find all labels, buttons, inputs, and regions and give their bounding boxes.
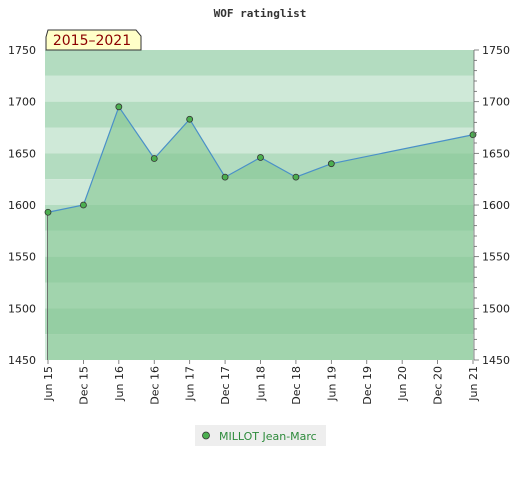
data-point [292,173,300,181]
x-tick-label: Dec 17 [219,366,232,405]
data-points-group [44,103,477,216]
data-point [44,208,52,216]
data-point [257,154,264,161]
period-badge-shape [45,29,142,51]
x-tick-label: Jun 18 [255,366,268,402]
background-band [45,101,474,128]
y-tick-label: 1700 [8,96,36,109]
y-tick-label: 1700 [482,96,510,109]
y-axis-right: 1450 1500 1550 1600 1650 1700 1750 [473,44,510,367]
y-axis-left: 1450 1500 1550 1600 1650 1700 1750 [8,44,36,367]
legend-box [195,425,326,446]
data-point [221,173,229,181]
x-tick-label: Dec 16 [148,366,161,405]
legend: MILLOT Jean-Marc [195,425,326,446]
y-tick-label: 1650 [8,147,36,160]
data-point [186,115,194,123]
period-badge-label: 2015–2021 [53,33,131,49]
x-tick-label: Dec 18 [290,366,303,405]
x-tick-label: Jun 19 [325,366,338,402]
x-tick-label: Jun 15 [42,366,55,402]
y-tick-label: 1500 [8,302,36,315]
x-tick-label: Jun 20 [396,366,409,402]
y-tick-label: 1500 [482,302,510,315]
legend-marker [202,431,210,440]
series-line [47,105,474,213]
background-band [45,75,474,102]
y-tick-label: 1750 [482,44,510,57]
y-tick-label: 1600 [8,199,36,212]
x-axis: Jun 15 Dec 15 Jun 16 Dec 16 Jun 17 Dec 17 Jun … [42,360,480,405]
y-tick-label: 1550 [482,251,510,264]
data-point [327,160,335,168]
y-tick-label: 1650 [482,147,510,160]
y-tick-label: 1600 [482,199,510,212]
x-tick-label: Dec 20 [432,366,445,405]
data-point [469,131,477,139]
area-fill-group [48,106,473,360]
period-badge: 2015–2021 [45,29,142,51]
data-point [115,103,123,111]
chart-title: WOF ratinglist [214,7,307,20]
x-tick-label: Dec 19 [361,366,374,405]
x-tick-label: Jun 17 [184,366,197,402]
y-tick-label: 1750 [8,44,36,57]
series-area [48,106,473,360]
legend-series-name: MILLOT Jean-Marc [219,430,317,443]
data-point [150,155,158,162]
x-tick-label: Dec 15 [77,366,90,405]
y-tick-label: 1450 [482,354,510,367]
data-point [80,201,87,209]
x-tick-label: Jun 21 [467,366,480,402]
y-tick-label: 1550 [8,251,36,264]
series-line-group [47,105,474,360]
x-tick-label: Jun 16 [113,366,126,402]
y-tick-label: 1450 [8,354,36,367]
background-band [45,50,474,76]
